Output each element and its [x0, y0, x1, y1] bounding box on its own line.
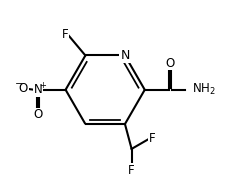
Text: −: −: [15, 79, 23, 89]
Text: N: N: [120, 49, 130, 62]
Text: F: F: [62, 28, 68, 41]
Text: N: N: [34, 83, 43, 96]
Text: F: F: [149, 132, 156, 145]
Text: O: O: [34, 108, 43, 121]
Text: O: O: [19, 82, 28, 95]
Text: F: F: [128, 164, 135, 177]
Text: NH$_2$: NH$_2$: [192, 82, 216, 97]
Text: +: +: [39, 81, 46, 90]
Text: O: O: [166, 57, 175, 70]
